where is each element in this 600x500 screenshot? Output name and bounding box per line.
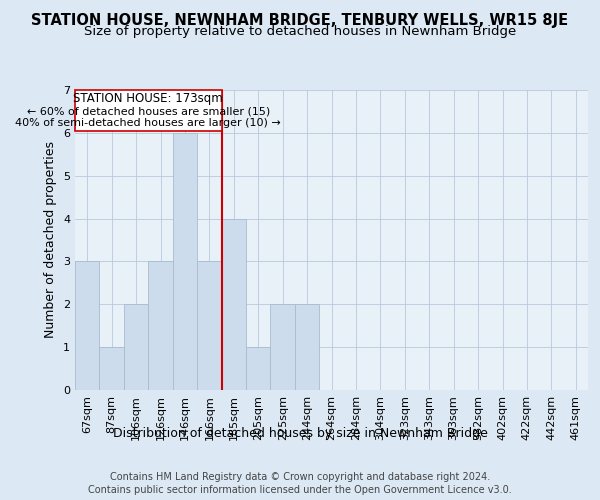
Text: Size of property relative to detached houses in Newnham Bridge: Size of property relative to detached ho… <box>84 25 516 38</box>
Bar <box>295 304 319 390</box>
Bar <box>271 304 295 390</box>
Bar <box>246 347 271 390</box>
Bar <box>124 304 148 390</box>
Text: Distribution of detached houses by size in Newnham Bridge: Distribution of detached houses by size … <box>113 428 487 440</box>
Y-axis label: Number of detached properties: Number of detached properties <box>44 142 58 338</box>
Text: Contains HM Land Registry data © Crown copyright and database right 2024.: Contains HM Land Registry data © Crown c… <box>110 472 490 482</box>
Text: 40% of semi-detached houses are larger (10) →: 40% of semi-detached houses are larger (… <box>16 118 281 128</box>
Text: Contains public sector information licensed under the Open Government Licence v3: Contains public sector information licen… <box>88 485 512 495</box>
Bar <box>100 347 124 390</box>
Bar <box>173 133 197 390</box>
Text: STATION HOUSE: 173sqm: STATION HOUSE: 173sqm <box>73 92 223 106</box>
Bar <box>221 218 246 390</box>
Text: ← 60% of detached houses are smaller (15): ← 60% of detached houses are smaller (15… <box>26 106 270 116</box>
Text: STATION HOUSE, NEWNHAM BRIDGE, TENBURY WELLS, WR15 8JE: STATION HOUSE, NEWNHAM BRIDGE, TENBURY W… <box>31 12 569 28</box>
Bar <box>197 262 221 390</box>
FancyBboxPatch shape <box>75 90 221 130</box>
Bar <box>148 262 173 390</box>
Bar <box>75 262 100 390</box>
